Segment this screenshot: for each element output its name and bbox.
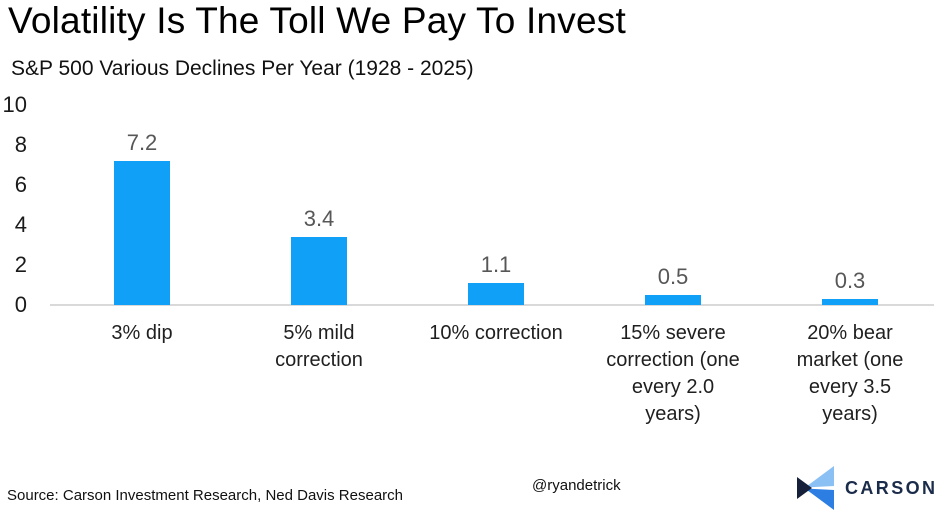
- logo-triangle-top: [805, 466, 834, 488]
- carson-logo-icon: [797, 466, 834, 510]
- bar: [291, 237, 347, 305]
- x-axis-category-label-line: market (one: [796, 349, 904, 371]
- x-axis-category-label-line: 15% severe: [620, 322, 726, 344]
- x-axis-category-label-line: 3% dip: [111, 322, 173, 344]
- x-axis-baseline: [50, 304, 934, 306]
- x-axis-category-label-line: 20% bear: [807, 322, 893, 344]
- bar-value-label: 0.3: [834, 268, 866, 293]
- y-axis-tick-label: 2: [14, 252, 27, 277]
- x-axis-category-label: 5% mild correction: [237, 320, 401, 374]
- bar: [822, 299, 878, 305]
- x-axis-category-label-line: every 2.0: [631, 376, 715, 398]
- bar: [645, 295, 701, 305]
- y-axis-tick-label: 8: [14, 132, 27, 157]
- bar-value-label: 1.1: [480, 252, 512, 277]
- y-axis-tick-label: 0: [14, 292, 27, 317]
- twitter-handle: @ryandetrick: [532, 477, 621, 494]
- logo-triangle-bottom: [805, 488, 834, 510]
- carson-logo: CARSON: [796, 465, 936, 511]
- x-axis-category-label: 20% bear market (one every 3.5 years): [768, 320, 932, 428]
- x-axis-category-label: 3% dip: [60, 320, 224, 347]
- x-axis-category-label: 15% severe correction (one every 2.0 years): [591, 320, 755, 428]
- y-axis-tick-label: 10: [2, 92, 27, 117]
- logo-triangle-left: [797, 477, 812, 499]
- x-axis-category-label-line: 10% correction: [429, 322, 563, 344]
- y-axis-tick-label: 6: [14, 172, 27, 197]
- carson-logo-text: CARSON: [845, 477, 936, 498]
- chart-subtitle: S&P 500 Various Declines Per Year (1928 …: [11, 57, 474, 80]
- bar-value-label: 3.4: [303, 206, 335, 231]
- source-note: Source: Carson Investment Research, Ned …: [7, 487, 404, 504]
- y-axis-tick-label: 4: [14, 212, 27, 237]
- x-axis-category-label-line: years): [822, 403, 878, 425]
- bar: [468, 283, 524, 305]
- x-axis-category-label-line: every 3.5: [808, 376, 892, 398]
- bar: [114, 161, 170, 305]
- bar-value-label: 7.2: [126, 130, 158, 155]
- page-title: Volatility Is The Toll We Pay To Invest: [8, 0, 626, 41]
- x-axis-category-label-line: correction (one: [606, 349, 740, 371]
- x-axis-category-label-line: 5% mild: [283, 322, 355, 344]
- x-axis-category-label-line: years): [645, 403, 701, 425]
- x-axis-category-label-line: correction: [275, 349, 363, 371]
- x-axis-category-label: 10% correction: [414, 320, 578, 347]
- bar-value-label: 0.5: [657, 264, 689, 289]
